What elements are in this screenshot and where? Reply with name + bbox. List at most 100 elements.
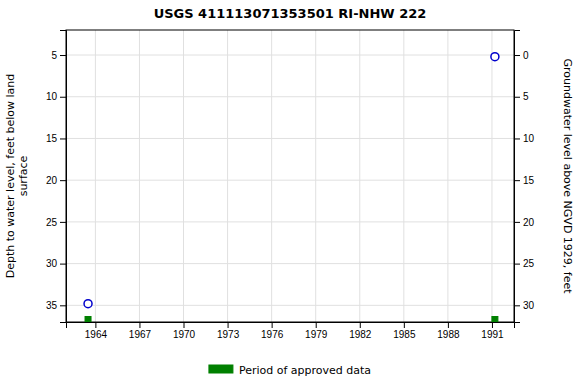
- grid-line-x: [403, 30, 404, 322]
- y-axis-tick-label: 15: [46, 133, 58, 144]
- x-axis-tick: 1976: [261, 322, 284, 340]
- y-axis-tick-mark: [60, 55, 66, 56]
- y2-axis-tick: 15: [514, 175, 535, 186]
- grid: [66, 30, 514, 322]
- y-axis-tick-label: 30: [46, 258, 58, 269]
- y2-axis-tick-label: 20: [523, 217, 535, 228]
- series: [85, 316, 498, 322]
- y-axis-tick: 35: [46, 300, 66, 311]
- x-axis-tick: 1982: [349, 322, 372, 340]
- y-axis-tick-mark: [60, 138, 66, 139]
- legend-label: Period of approved data: [239, 364, 371, 377]
- y-axis-tick-label: 25: [46, 217, 58, 228]
- y-axis-tick-mark: [60, 180, 66, 181]
- y-axis: 5 10 15 20 25 30 35: [46, 31, 67, 323]
- y-axis-tick: 20: [46, 175, 66, 186]
- y2-axis-tick-label: 5: [523, 91, 529, 102]
- x-axis-tick-mark: [316, 322, 317, 328]
- y2-axis-tick-label: 0: [523, 50, 529, 61]
- x-axis-tick-label: 1979: [305, 329, 328, 340]
- x-axis-tick: 1979: [305, 322, 328, 340]
- y2-axis-tick: 0: [514, 50, 529, 61]
- grid-line-y: [66, 221, 514, 222]
- x-axis-tick-mark: [228, 322, 229, 328]
- grid-line-x: [227, 30, 228, 322]
- grid-line-y: [66, 138, 514, 139]
- chart: 1964196719701973197619791982198519881991…: [0, 0, 576, 384]
- square-point: [492, 316, 498, 322]
- x-axis-tick: 1970: [173, 322, 196, 340]
- y2-axis-line: [515, 31, 521, 323]
- y-axis-tick: 15: [46, 133, 66, 144]
- y2-axis-tick-mark: [514, 55, 520, 56]
- legend-swatch: [209, 365, 233, 373]
- x-axis-tick-label: 1973: [217, 329, 240, 340]
- y-axis-tick: 10: [46, 91, 66, 102]
- grid-line-x: [271, 30, 272, 322]
- x-axis-tick: 1985: [393, 322, 416, 340]
- x-axis-tick: 1988: [437, 322, 460, 340]
- x-axis-tick-mark: [95, 322, 96, 328]
- x-axis-tick-mark: [360, 322, 361, 328]
- circle-point: [84, 300, 92, 308]
- x-axis-tick-mark: [272, 322, 273, 328]
- grid-line-y: [66, 263, 514, 264]
- grid-line-x: [315, 30, 316, 322]
- grid-line-x: [491, 30, 492, 322]
- x-axis-tick-label: 1988: [437, 329, 460, 340]
- x-axis-tick-label: 1985: [393, 329, 416, 340]
- grid-line-x: [183, 30, 184, 322]
- x-axis-tick-mark: [448, 322, 449, 328]
- y-axis-title: Depth to water level, feet below landsur…: [4, 74, 30, 279]
- legend: Period of approved data: [209, 364, 371, 377]
- y-axis-tick-label: 20: [46, 175, 58, 186]
- x-axis-tick-label: 1976: [261, 329, 284, 340]
- circle-point: [491, 53, 499, 61]
- y2-axis-title: Groundwater level above NGVD 1929, feet: [561, 58, 574, 294]
- x-axis-tick-mark: [184, 322, 185, 328]
- y2-axis-tick-mark: [514, 222, 520, 223]
- x-axis-tick-mark: [492, 322, 493, 328]
- plot: 1964196719701973197619791982198519881991…: [46, 30, 535, 340]
- square-point: [85, 316, 91, 322]
- y-axis-tick: 30: [46, 258, 66, 269]
- y-axis-tick: 5: [51, 50, 66, 61]
- x-axis-tick-mark: [139, 322, 140, 328]
- x-axis-tick: 1967: [129, 322, 152, 340]
- x-axis-tick-label: 1982: [349, 329, 372, 340]
- grid-line-x: [447, 30, 448, 322]
- marks: [84, 53, 499, 322]
- y2-axis: 0 5 10 15 20 25 30: [514, 31, 535, 323]
- y-axis-tick: 25: [46, 217, 66, 228]
- grid-line-y: [66, 305, 514, 306]
- grid-line-y: [66, 180, 514, 181]
- title: USGS 411113071353501 RI-NHW 222: [154, 6, 427, 21]
- y2-axis-tick-mark: [514, 180, 520, 181]
- x-axis-tick-label: 1991: [481, 329, 504, 340]
- y2-axis-tick: 25: [514, 258, 535, 269]
- y2-axis-tick-label: 10: [523, 133, 535, 144]
- y2-axis-tick: 5: [514, 91, 529, 102]
- grid-line-x: [95, 30, 96, 322]
- y2-axis-tick-mark: [514, 305, 520, 306]
- x-axis: 1964196719701973197619791982198519881991: [67, 322, 515, 340]
- y2-axis-tick-mark: [514, 264, 520, 265]
- x-axis-tick-label: 1970: [173, 329, 196, 340]
- series: [84, 53, 499, 308]
- y-axis-tick-mark: [60, 222, 66, 223]
- y2-axis-tick-label: 30: [523, 300, 535, 311]
- grid-line-y: [66, 96, 514, 97]
- y2-axis-tick: 20: [514, 217, 535, 228]
- x-axis-line: [67, 323, 515, 329]
- y2-axis-tick-label: 25: [523, 258, 535, 269]
- x-axis-tick-mark: [404, 322, 405, 328]
- y2-axis-tick-mark: [514, 138, 520, 139]
- y-axis-line: [60, 31, 67, 323]
- y-axis-tick-label: 5: [51, 50, 57, 61]
- plot-frame: [66, 30, 514, 322]
- y2-axis-tick-mark: [514, 97, 520, 98]
- y2-axis-tick-label: 15: [523, 175, 535, 186]
- x-axis-tick: 1991: [481, 322, 504, 340]
- y-axis-tick-mark: [60, 305, 66, 306]
- y-axis-tick-label: 35: [46, 300, 58, 311]
